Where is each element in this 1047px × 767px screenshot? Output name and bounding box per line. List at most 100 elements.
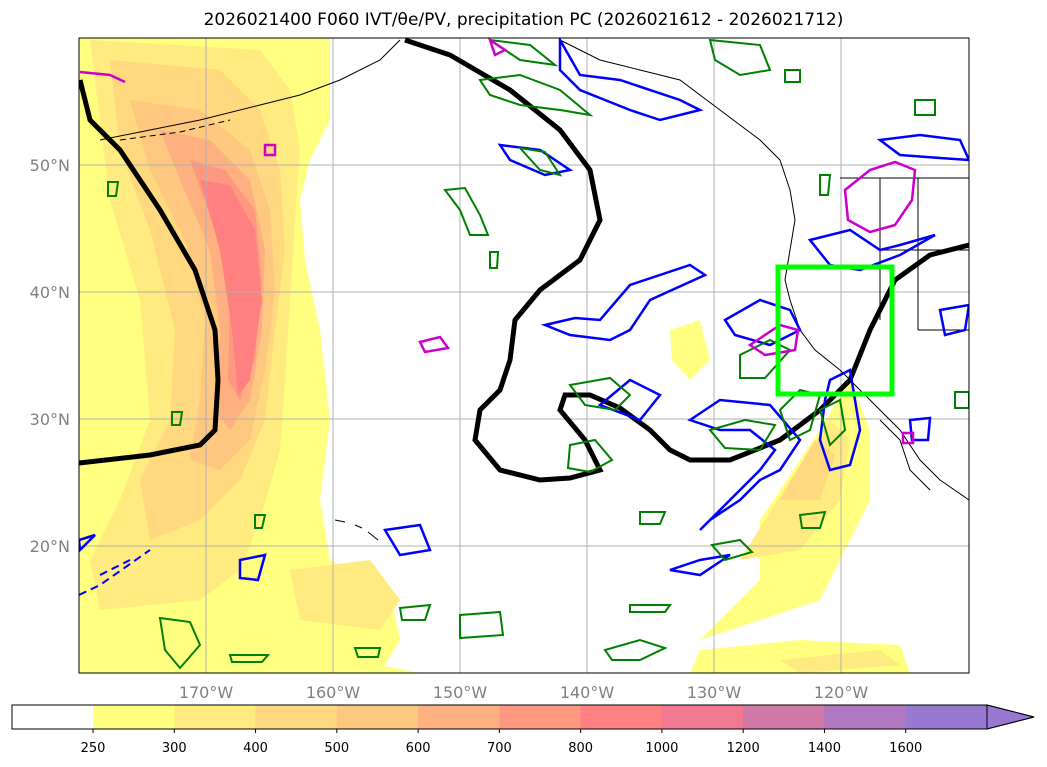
- colorbar-segments: [93, 705, 988, 729]
- lon-label: 130°W: [687, 683, 742, 702]
- colorbar-segment: [93, 705, 175, 729]
- north-america-coast: [779, 159, 969, 501]
- ivt-contour-4: [723, 298, 802, 347]
- colorbar-under: [12, 705, 93, 729]
- colorbar-tick-label: 600: [406, 741, 431, 756]
- longitude-labels: 170°W 160°W 150°W 140°W 130°W 120°W: [179, 683, 869, 702]
- pv-contour-14: [798, 510, 827, 529]
- theta-e-central: [404, 38, 969, 483]
- map-area: [79, 38, 969, 673]
- pv-contour-22: [254, 514, 267, 529]
- colorbar-segment: [661, 705, 744, 729]
- pv-contour-13: [710, 538, 754, 562]
- ivt-contour-14: [938, 303, 969, 337]
- ivt-band-400-east: [780, 440, 835, 500]
- pv-contour-19: [629, 604, 672, 613]
- ivt-contour-3: [540, 263, 708, 342]
- lon-label: 150°W: [433, 683, 488, 702]
- colorbar-segment: [418, 705, 500, 729]
- lon-label: 160°W: [306, 683, 361, 702]
- colorbar-tick-label: 1200: [727, 741, 760, 756]
- colorbar-segment: [336, 705, 419, 729]
- colorbar-segment: [255, 705, 338, 729]
- ivt-contours: [79, 38, 969, 582]
- pv-contour-17: [228, 654, 271, 663]
- pv-contour-26: [819, 174, 832, 196]
- pv-contour-23: [171, 411, 184, 426]
- lon-label: 170°W: [179, 683, 234, 702]
- pv-high-1: [79, 70, 126, 84]
- colorbar-tick-label: 800: [568, 741, 593, 756]
- ivt-south-band-east-2: [780, 650, 900, 673]
- colorbar-tick-label: 700: [487, 741, 512, 756]
- pv-contour-21: [353, 647, 382, 658]
- colorbar: 250 300 400 500 600 700 800 1000 1200 1400 1600: [11, 704, 1035, 756]
- map-title: 2026021400 F060 IVT/θe/PV, precipitation…: [203, 10, 844, 30]
- lon-label: 140°W: [560, 683, 615, 702]
- pv-high-7: [901, 431, 915, 445]
- pv-contour-11: [818, 398, 847, 447]
- colorbar-segment: [824, 705, 907, 729]
- ivt-contour-13: [238, 553, 267, 582]
- pv-contour-1: [478, 73, 594, 117]
- ivt-contour-5: [597, 378, 662, 422]
- pv-contour-15: [459, 610, 505, 640]
- hawaii-islands: [334, 519, 379, 541]
- pv-contour-4: [443, 186, 490, 236]
- theta-e-contours: [79, 38, 969, 483]
- pv-contour-3: [708, 38, 772, 77]
- lat-label: 30°N: [30, 410, 70, 429]
- colorbar-tick-label: 400: [243, 741, 268, 756]
- focus-region-box: [775, 264, 895, 397]
- pv-contour-2: [489, 39, 559, 67]
- pv-contour-5: [517, 146, 563, 177]
- baja-coast: [879, 419, 931, 491]
- aleutian-coast: [99, 39, 401, 141]
- map-frame: [78, 37, 970, 674]
- colorbar-segment: [174, 705, 257, 729]
- theta-e-west: [79, 79, 221, 466]
- colorbar-segment: [743, 705, 825, 729]
- pv-high-contours: [79, 38, 917, 445]
- ivt-band-800: [200, 180, 262, 395]
- pv-high-4: [418, 335, 451, 354]
- colorbar-segment: [905, 705, 988, 729]
- latitude-labels: 50°N 40°N 30°N 20°N: [30, 156, 70, 556]
- colorbar-extend-arrow: [986, 704, 1035, 730]
- ivt-contour-1: [558, 38, 704, 122]
- colorbar-tick-label: 1400: [808, 741, 841, 756]
- colorbar-tick-label: 1600: [889, 741, 922, 756]
- ivt-blob-mid: [670, 320, 710, 380]
- pv-contour-16: [158, 616, 202, 670]
- pv-high-2: [843, 160, 917, 234]
- pv-contour-29: [914, 99, 936, 116]
- lat-label: 20°N: [30, 537, 70, 556]
- pv-high-3: [747, 323, 800, 357]
- colorbar-outline: [11, 704, 1035, 730]
- pv-contour-25: [489, 251, 500, 269]
- ivt-contour-7: [818, 368, 862, 472]
- lat-label: 40°N: [30, 283, 70, 302]
- alaska-coast: [559, 39, 781, 161]
- pv-contour-12: [639, 511, 667, 525]
- lon-label: 120°W: [814, 683, 869, 702]
- pv-contour-6: [568, 376, 632, 412]
- pv-contours: [107, 38, 969, 670]
- ivt-contour-8: [669, 553, 731, 577]
- pv-contour-8: [708, 418, 777, 452]
- pv-contour-24: [107, 181, 120, 197]
- pv-high-6: [488, 38, 508, 57]
- ivt-contour-dashed: [79, 549, 151, 596]
- ivt-contour-9: [382, 523, 432, 557]
- pv-contour-27: [954, 391, 969, 409]
- ivt-shading: [79, 38, 910, 673]
- pv-contour-28: [784, 69, 801, 83]
- colorbar-segment: [499, 705, 582, 729]
- pv-contour-18: [603, 638, 668, 661]
- colorbar-segment: [580, 705, 663, 729]
- colorbar-tick-label: 1000: [645, 741, 678, 756]
- date-line-dash: [119, 119, 231, 141]
- pv-contour-7: [566, 438, 614, 474]
- colorbar-ticks: 250 300 400 500 600 700 800 1000 1200 1400 1600: [81, 729, 922, 756]
